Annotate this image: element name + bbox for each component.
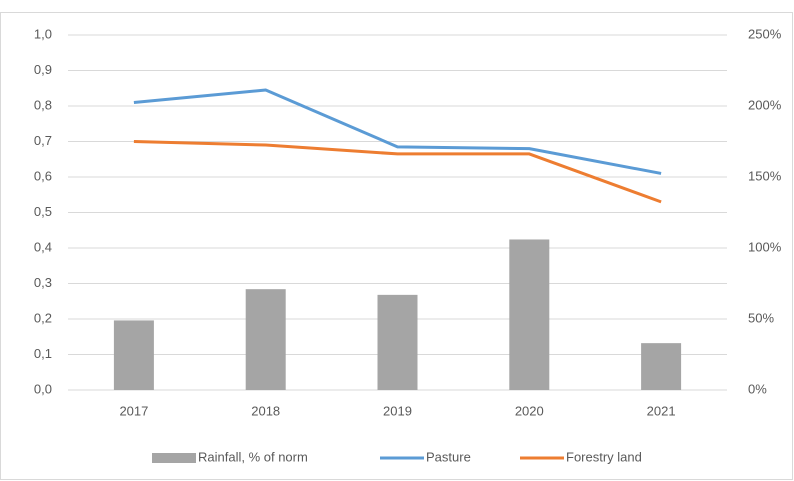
y2-tick-label: 150%: [748, 168, 782, 183]
x-tick-label: 2018: [251, 403, 280, 418]
y-tick-label: 0,0: [34, 381, 52, 396]
bar: [113, 320, 154, 390]
chart-border: [0, 12, 793, 480]
y-tick-label: 0,4: [34, 239, 52, 254]
legend-swatch: [152, 453, 196, 463]
y2-tick-label: 200%: [748, 97, 782, 112]
y-tick-label: 0,2: [34, 310, 52, 325]
line: [133, 88, 662, 175]
x-tick-label: 2017: [119, 403, 148, 418]
y-tick-label: 0,1: [34, 346, 52, 361]
y-tick-label: 0,8: [34, 97, 52, 112]
y2-tick-label: 50%: [748, 310, 774, 325]
bar: [509, 239, 550, 390]
bar: [377, 294, 418, 390]
y-tick-label: 0,5: [34, 204, 52, 219]
y2-tick-label: 250%: [748, 26, 782, 41]
y-tick-label: 0,9: [34, 62, 52, 77]
bar: [245, 289, 286, 390]
y-tick-label: 0,7: [34, 133, 52, 148]
y2-tick-label: 0%: [748, 381, 767, 396]
y-tick-label: 0,3: [34, 275, 52, 290]
y-tick-label: 1,0: [34, 26, 52, 41]
y2-tick-label: 100%: [748, 239, 782, 254]
bar: [641, 343, 682, 390]
legend-label: Forestry land: [566, 449, 642, 464]
x-tick-label: 2021: [647, 403, 676, 418]
x-tick-label: 2019: [383, 403, 412, 418]
legend-label: Pasture: [426, 449, 471, 464]
line: [133, 140, 662, 204]
x-tick-label: 2020: [515, 403, 544, 418]
y-tick-label: 0,6: [34, 168, 52, 183]
legend-label: Rainfall, % of norm: [198, 449, 308, 464]
